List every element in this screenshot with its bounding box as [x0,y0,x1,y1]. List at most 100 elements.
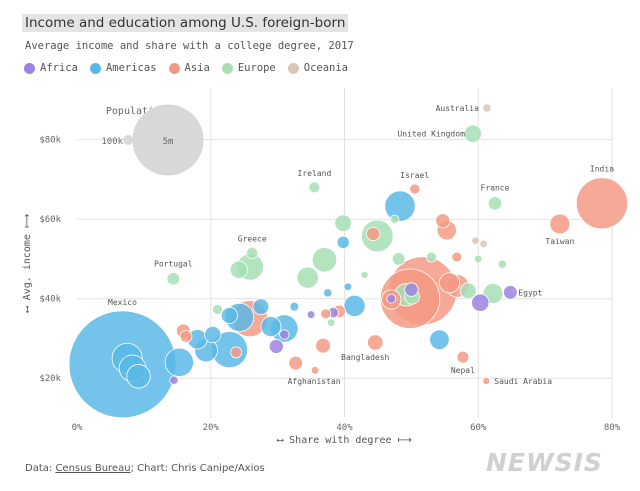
country-label: United Kingdom [397,130,465,139]
x-tick-label: 60% [470,423,487,433]
point-europe [487,196,503,211]
point-africa [169,375,179,385]
legend-dot-europe [221,62,233,74]
legend-label-americas: Americas [105,62,157,74]
point-americas [126,364,151,389]
chart-subtitle: Average income and share with a college … [25,40,354,52]
x-tick-label: 40% [336,423,353,433]
legend-label-africa: Africa [40,62,78,74]
point-africa [268,338,284,354]
legend-label-asia: Asia [184,62,210,74]
newsis-watermark: NEWSIS [486,448,603,477]
point-europe [166,272,181,286]
point-asia [549,213,571,235]
point-europe [360,270,369,279]
point-americas [260,316,282,338]
point-americas [429,329,450,350]
point-americas [343,294,366,317]
country-label: Egypt [518,288,542,297]
size-legend-large-label: 5m [163,137,174,147]
point-europe [473,254,483,264]
point-asia [482,377,491,385]
country-label: Afghanistan [288,377,341,386]
x-axis-label: ⟷ Share with degree ⟼ [276,435,412,446]
point-americas [252,298,270,316]
point-europe [426,251,437,263]
point-asia [451,251,463,263]
data-points [68,103,629,419]
y-tick-label: $80k [39,136,61,146]
footer-data-prefix: Data: [25,463,56,474]
point-asia [320,308,332,320]
point-europe [326,318,336,327]
point-asia [288,355,304,371]
point-oceania [482,103,492,113]
country-label: Ireland [298,169,332,178]
country-label: Portugal [154,259,193,268]
country-label: Saudi Arabia [494,377,552,386]
legend-item-europe[interactable]: Europe [221,62,276,74]
x-tick-label: 0% [72,423,83,433]
point-europe [497,259,507,269]
country-labels: Mexico India Taiwan United Kingdom Banglades… [108,104,614,386]
point-europe [391,252,406,266]
legend-label-europe: Europe [237,62,276,74]
legend-label-oceania: Oceania [303,62,349,74]
point-americas [384,190,416,222]
point-europe [296,266,319,289]
y-tick-label: $60k [39,215,61,225]
legend-item-africa[interactable]: Africa [24,62,78,74]
country-label: Mexico [108,298,137,307]
size-legend-small-circle [122,134,134,146]
country-label: Israel [400,171,429,180]
legend-dot-africa [24,62,35,74]
footer: Data: Census Bureau; Chart: Chris Canipe… [25,463,265,474]
chart-title: Income and education among U.S. foreign-… [22,14,349,32]
point-europe [459,282,477,300]
point-asia [435,213,451,229]
point-asia [179,330,193,343]
legend-dot-oceania [287,62,299,74]
point-europe [311,247,338,273]
point-americas [336,235,350,249]
point-europe [246,246,259,260]
point-africa [279,329,290,340]
point-europe [212,304,223,315]
point-europe [308,181,321,194]
point-americas [164,347,194,377]
country-label: France [481,184,510,193]
point-africa [306,310,316,319]
legend-item-asia[interactable]: Asia [168,62,210,74]
legend-dot-americas [89,62,101,74]
point-oceania [471,236,480,245]
point-asia [230,346,243,359]
y-tick-label: $40k [39,295,61,305]
footer-credit: ; Chart: Chris Canipe/Axios [130,463,265,474]
point-africa [404,282,419,297]
footer-source-link[interactable]: Census Bureau [55,463,131,474]
point-americas [323,288,333,298]
country-label: Greece [238,234,267,243]
point-europe [229,260,248,279]
country-label: India [590,165,614,174]
point-asia [439,272,460,294]
point-americas [204,325,222,344]
country-label: Taiwan [545,237,574,246]
legend-item-oceania[interactable]: Oceania [287,62,349,74]
point-asia [575,177,629,230]
point-africa [503,285,518,300]
x-tick-label: 80% [604,423,621,433]
legend-item-americas[interactable]: Americas [89,62,157,74]
y-tick-label: $20k [39,374,61,384]
country-label: Australia [436,104,480,113]
point-americas [289,301,300,312]
size-legend-small-label: 100k [101,137,123,147]
point-asia [310,365,320,375]
y-axis-label: ⟷ Avg. income ⟼ [22,214,33,314]
point-africa [471,293,490,312]
point-asia [366,226,381,242]
size-legend: Population 5m 100k [101,104,204,176]
title-wrap: Income and education among U.S. foreign-… [22,12,349,32]
size-legend-large-circle [132,104,204,176]
